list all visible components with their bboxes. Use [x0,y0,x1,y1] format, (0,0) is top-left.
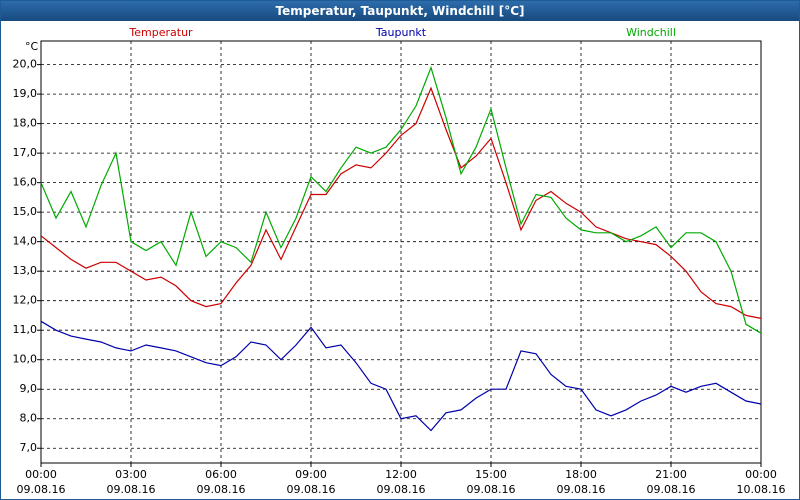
x-tick-label: 00:00 10.08.16 [736,468,786,496]
x-tick-label: 03:00 09.08.16 [106,468,156,496]
x-tick-label: 15:00 09.08.16 [466,468,516,496]
y-tick-label: 14,0 [13,235,38,248]
y-tick-label: 18,0 [13,117,38,130]
legend-entry: Temperatur [128,26,193,39]
y-tick-label: 9,0 [20,382,38,395]
legend-entry: Taupunkt [375,26,427,39]
y-tick-label: 11,0 [13,323,38,336]
x-tick-label: 18:00 09.08.16 [556,468,606,496]
x-tick-label: 09:00 09.08.16 [286,468,336,496]
series-line [40,86,762,319]
y-tick-label: 20,0 [13,58,38,71]
x-tick-label: 06:00 09.08.16 [196,468,246,496]
y-tick-label: 16,0 [13,176,38,189]
y-tick-label: 17,0 [13,146,38,159]
x-tick-label: 21:00 09.08.16 [646,468,696,496]
y-tick-label: 13,0 [13,264,38,277]
y-tick-label: 12,0 [13,294,38,307]
chart-title: Temperatur, Taupunkt, Windchill [°C] [1,1,799,21]
y-unit: °C [25,40,39,53]
y-tick-label: 19,0 [13,87,38,100]
legend-entry: Windchill [626,26,676,39]
series-line [40,65,762,334]
y-tick-label: 7,0 [20,441,38,454]
series-line [40,320,762,432]
y-tick-label: 10,0 [13,353,38,366]
y-tick-label: 15,0 [13,205,38,218]
x-tick-label: 00:00 09.08.16 [16,468,66,496]
x-tick-label: 12:00 09.08.16 [376,468,426,496]
y-tick-label: 8,0 [20,412,38,425]
